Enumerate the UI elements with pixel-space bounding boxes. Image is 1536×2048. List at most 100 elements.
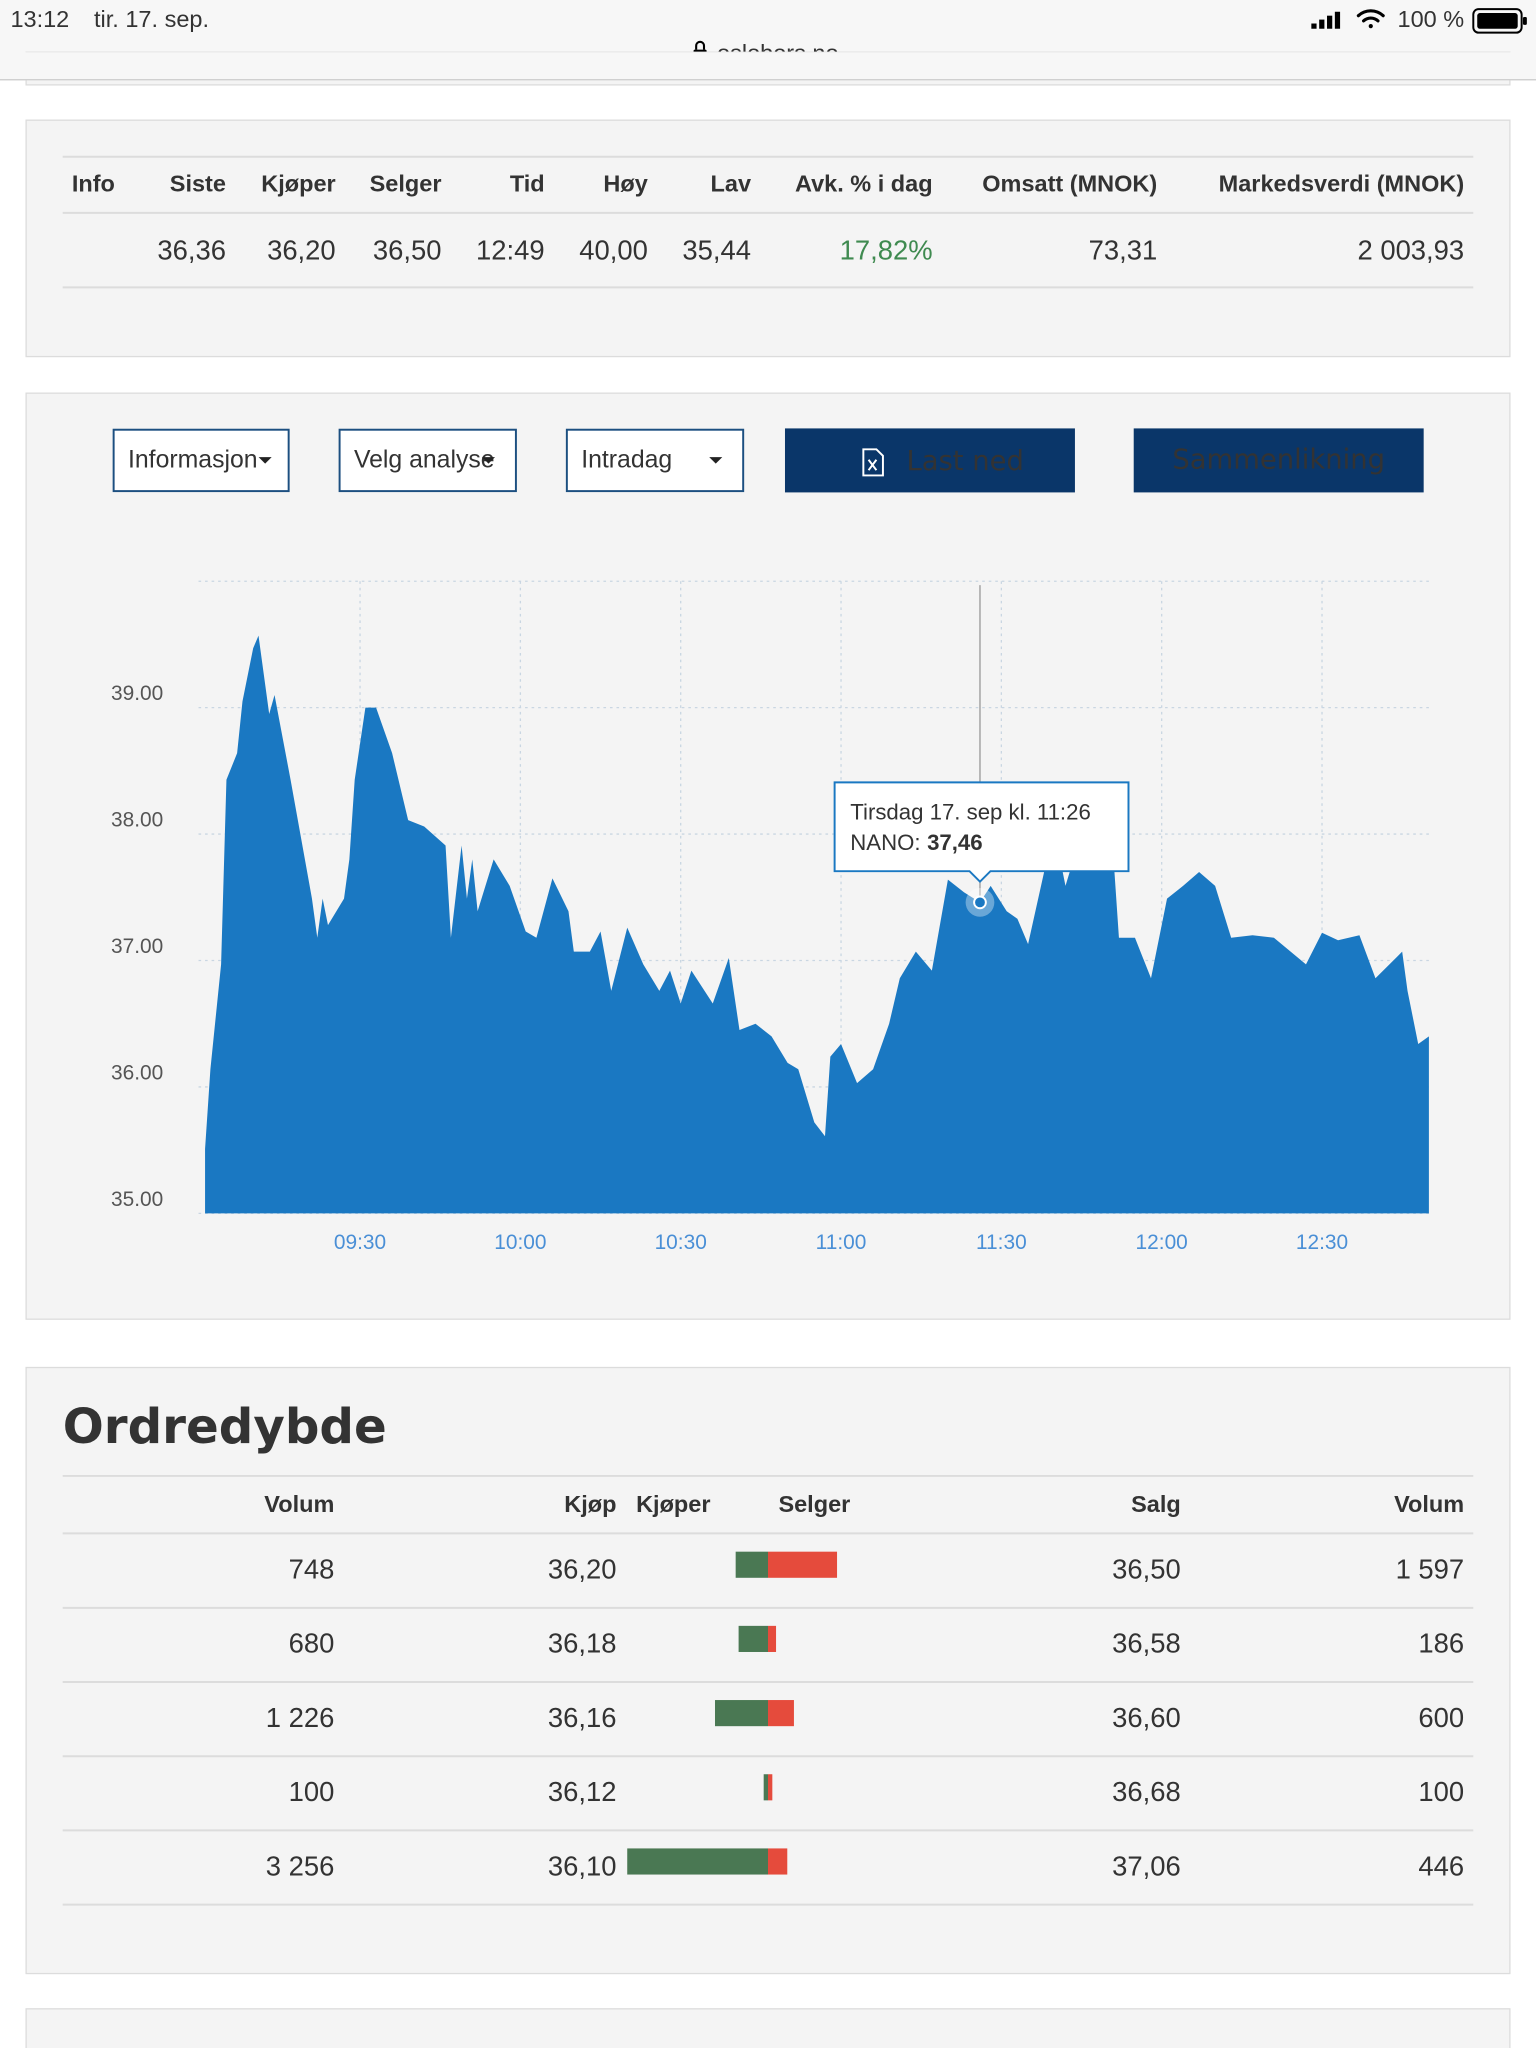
column-header: Omsatt (MNOK) xyxy=(982,171,1157,197)
cell: 36,58 xyxy=(1112,1628,1181,1659)
order-depth-panel xyxy=(25,1366,1511,1975)
cell: 2 003,93 xyxy=(1357,234,1464,265)
cell: 3 256 xyxy=(266,1850,335,1881)
cell: 446 xyxy=(1418,1850,1464,1881)
tooltip-number: 37,46 xyxy=(927,830,983,855)
sell-bar xyxy=(768,1848,788,1875)
cell: 600 xyxy=(1418,1702,1464,1733)
cell: 100 xyxy=(1418,1776,1464,1807)
column-header: Info xyxy=(72,171,115,197)
battery-icon xyxy=(1472,8,1527,34)
cell: 37,06 xyxy=(1112,1850,1181,1881)
quote-table: Info Siste Kjøper Selger Tid Høy Lav Avk. % i d… xyxy=(62,155,1474,289)
cell: 36,50 xyxy=(1112,1554,1181,1585)
cell: 36,20 xyxy=(267,234,336,265)
cell: 36,36 xyxy=(157,234,226,265)
tooltip-series: NANO: xyxy=(850,830,920,855)
tooltip-box xyxy=(833,781,1130,884)
clock: 13:12 xyxy=(10,6,69,32)
tooltip-value: NANO: 37,46 xyxy=(850,830,982,855)
dropdown[interactable]: Velg analyse xyxy=(338,428,517,493)
dropdown-label[interactable]: Intradag xyxy=(581,447,672,474)
battery-level: 100 % xyxy=(1398,6,1465,32)
dropdown-label[interactable]: Velg analyse xyxy=(354,447,495,474)
area xyxy=(205,635,1429,1214)
cell: 36,68 xyxy=(1112,1776,1181,1807)
dropdown-arrow xyxy=(258,457,272,464)
cell: 36,12 xyxy=(548,1776,617,1807)
panel xyxy=(25,2008,1511,2048)
cell: 1 226 xyxy=(266,1702,335,1733)
column-header: Salg xyxy=(1131,1491,1181,1517)
dropdown-label[interactable]: Informasjon xyxy=(128,447,258,474)
column-header: Markedsverdi (MNOK) xyxy=(1219,171,1465,197)
wifi-icon xyxy=(1356,9,1385,29)
tooltip-title: Tirsdag 17. sep kl. 11:26 xyxy=(850,800,1090,825)
column-header: Avk. % i dag xyxy=(795,171,933,197)
cell: 40,00 xyxy=(579,234,648,265)
quote-panel xyxy=(25,119,1511,358)
dropdown-arrow xyxy=(709,457,723,464)
x-tick-label: 09:30 xyxy=(334,1231,386,1254)
column-header: Tid xyxy=(510,171,545,197)
marker xyxy=(973,895,987,910)
sell-bar xyxy=(768,1774,773,1801)
cell: 36,10 xyxy=(548,1850,617,1881)
x-tick-label: 11:00 xyxy=(816,1231,867,1254)
sell-bar xyxy=(768,1625,777,1652)
column-header: Selger xyxy=(778,1491,850,1517)
order-depth-table: Volum Kjøp Kjøper Selger Salg Volum 748 36,20 36… xyxy=(62,1474,1474,1906)
cell: 680 xyxy=(289,1628,335,1659)
x-tick-label: 12:30 xyxy=(1296,1231,1348,1254)
dropdown[interactable]: Informasjon xyxy=(112,428,290,493)
dropdown-arrow xyxy=(481,457,496,464)
buy-bar xyxy=(627,1848,768,1875)
button-label[interactable]: Last ned xyxy=(906,446,1023,477)
cell: 186 xyxy=(1418,1628,1464,1659)
column-header: Volum xyxy=(1394,1491,1464,1517)
column-header: Siste xyxy=(170,171,226,197)
y-tick-label: 37.00 xyxy=(111,935,163,958)
section-title: Ordredybde xyxy=(63,1399,387,1455)
column-header: Kjøper xyxy=(261,171,335,197)
cell: 17,82% xyxy=(840,234,933,265)
cell: 1 597 xyxy=(1396,1554,1465,1585)
cell: 36,18 xyxy=(548,1628,617,1659)
dropdown[interactable]: Intradag xyxy=(565,428,745,493)
sell-bar xyxy=(768,1551,838,1578)
cell: 36,16 xyxy=(548,1702,617,1733)
x-tick-label: 10:30 xyxy=(655,1231,707,1254)
cell: 36,20 xyxy=(548,1554,617,1585)
button-label[interactable]: Sammenlikning xyxy=(1172,445,1385,476)
column-header: Kjøper xyxy=(636,1491,710,1517)
cell: 748 xyxy=(289,1554,335,1585)
x-tick-label: 12:00 xyxy=(1136,1231,1188,1254)
dropdown-box[interactable] xyxy=(112,428,290,493)
column-header: Selger xyxy=(370,171,442,197)
cell: 36,60 xyxy=(1112,1702,1181,1733)
buy-bar xyxy=(763,1774,768,1801)
x-tick-label: 11:30 xyxy=(976,1231,1027,1254)
cell: 100 xyxy=(289,1776,335,1807)
y-tick-label: 35.00 xyxy=(111,1188,163,1211)
cell: 73,31 xyxy=(1089,234,1158,265)
compare-button[interactable]: Sammenlikning xyxy=(1133,428,1424,493)
button-bg[interactable] xyxy=(784,428,1075,493)
excel-icon xyxy=(862,448,884,477)
buy-bar xyxy=(738,1625,768,1652)
cell: 35,44 xyxy=(682,234,751,265)
y-tick-label: 36.00 xyxy=(111,1061,163,1084)
intraday-chart: 35.00 36.00 37.00 38.00 39.00 09:30 10:00 10:30… xyxy=(111,580,1429,1254)
status-bar-cover xyxy=(0,52,1536,80)
column-header: Lav xyxy=(711,171,752,197)
x-tick-label: 10:00 xyxy=(494,1231,546,1254)
column-header: Volum xyxy=(264,1491,334,1517)
sell-bar xyxy=(768,1700,794,1727)
y-tick-label: 39.00 xyxy=(111,682,163,705)
y-tick-label: 38.00 xyxy=(111,809,163,832)
download-button[interactable]: Last ned xyxy=(784,428,1075,493)
button-bg[interactable] xyxy=(1133,428,1424,493)
column-header: Kjøp xyxy=(564,1491,616,1517)
date: tir. 17. sep. xyxy=(94,6,209,32)
